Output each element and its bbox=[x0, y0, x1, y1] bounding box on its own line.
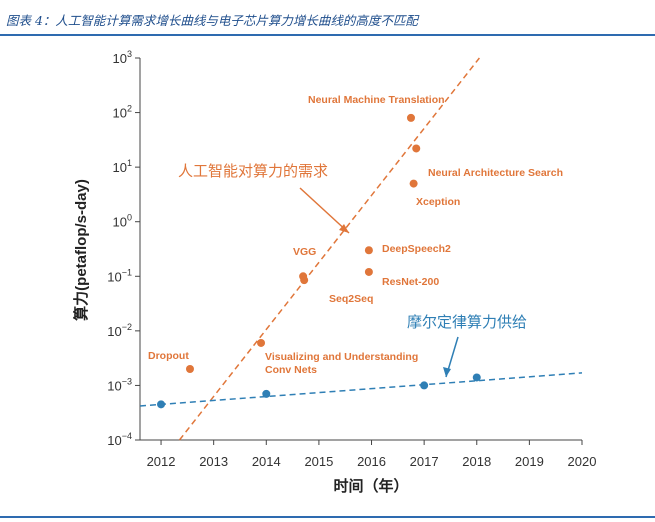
demand-point bbox=[406, 113, 415, 122]
point-label: VGG bbox=[293, 246, 316, 258]
y-tick-labels: 10−4 10−3 10−2 10−1 100 101 102 103 bbox=[107, 49, 132, 448]
demand-point bbox=[300, 276, 309, 285]
point-label: DeepSpeech2 bbox=[382, 243, 451, 255]
x-tick-label: 2020 bbox=[568, 454, 597, 469]
x-tick-label: 2012 bbox=[147, 454, 176, 469]
point-label: ResNet-200 bbox=[382, 276, 439, 288]
y-axis-title: 算力(petaflop/s-day) bbox=[72, 179, 90, 321]
y-tick-label: 10−1 bbox=[107, 267, 132, 284]
demand-point bbox=[185, 365, 194, 374]
x-tick-label: 2015 bbox=[304, 454, 333, 469]
demand-trend-line bbox=[178, 57, 480, 441]
point-label: Xception bbox=[416, 196, 460, 208]
supply-arrowhead bbox=[443, 367, 451, 377]
supply-point bbox=[420, 381, 429, 390]
y-tick-label: 100 bbox=[113, 213, 132, 230]
x-tick-label: 2014 bbox=[252, 454, 281, 469]
axes bbox=[135, 57, 583, 445]
demand-arrow bbox=[299, 187, 350, 234]
y-tick-label: 10−2 bbox=[107, 322, 132, 339]
x-tick-label: 2018 bbox=[462, 454, 491, 469]
caption-rule bbox=[0, 34, 655, 36]
figure-caption: 图表 4：人工智能计算需求增长曲线与电子芯片算力增长曲线的高度不匹配 bbox=[6, 13, 418, 28]
x-axis-title: 时间（年） bbox=[333, 477, 408, 495]
demand-point bbox=[257, 338, 266, 347]
point-label: Visualizing and Understanding Conv Nets bbox=[265, 351, 418, 376]
data-points bbox=[157, 113, 481, 409]
supply-point bbox=[472, 373, 481, 382]
y-tick-label: 10−4 bbox=[107, 431, 132, 448]
point-label: Neural Machine Translation bbox=[308, 94, 445, 106]
y-tick-label: 103 bbox=[113, 49, 132, 66]
x-tick-label: 2016 bbox=[357, 454, 386, 469]
point-label: Neural Architecture Search bbox=[428, 167, 563, 179]
point-labels: Dropout Visualizing and Understanding Conv… bbox=[148, 94, 563, 376]
x-tick-label: 2019 bbox=[515, 454, 544, 469]
point-label: Dropout bbox=[148, 350, 189, 362]
x-tick-labels: 2012 2013 2014 2015 2016 2017 2018 2019 2020 bbox=[147, 454, 597, 469]
footer-rule bbox=[0, 516, 655, 518]
supply-point bbox=[262, 389, 271, 398]
demand-annotation: 人工智能对算力的需求 bbox=[178, 162, 328, 180]
y-tick-label: 101 bbox=[113, 158, 132, 175]
demand-point bbox=[409, 179, 418, 188]
supply-trend-line bbox=[139, 372, 583, 407]
y-tick-label: 10−3 bbox=[107, 376, 132, 393]
x-tick-label: 2013 bbox=[199, 454, 228, 469]
demand-point bbox=[412, 144, 421, 153]
supply-annotation: 摩尔定律算力供给 bbox=[407, 313, 527, 331]
demand-arrowhead bbox=[339, 224, 349, 233]
x-tick-label: 2017 bbox=[410, 454, 439, 469]
trend-lines bbox=[139, 57, 583, 441]
point-label: Seq2Seq bbox=[329, 293, 373, 305]
demand-point bbox=[364, 246, 373, 255]
supply-point bbox=[157, 400, 166, 409]
demand-point bbox=[364, 267, 373, 276]
y-tick-label: 102 bbox=[113, 104, 132, 121]
